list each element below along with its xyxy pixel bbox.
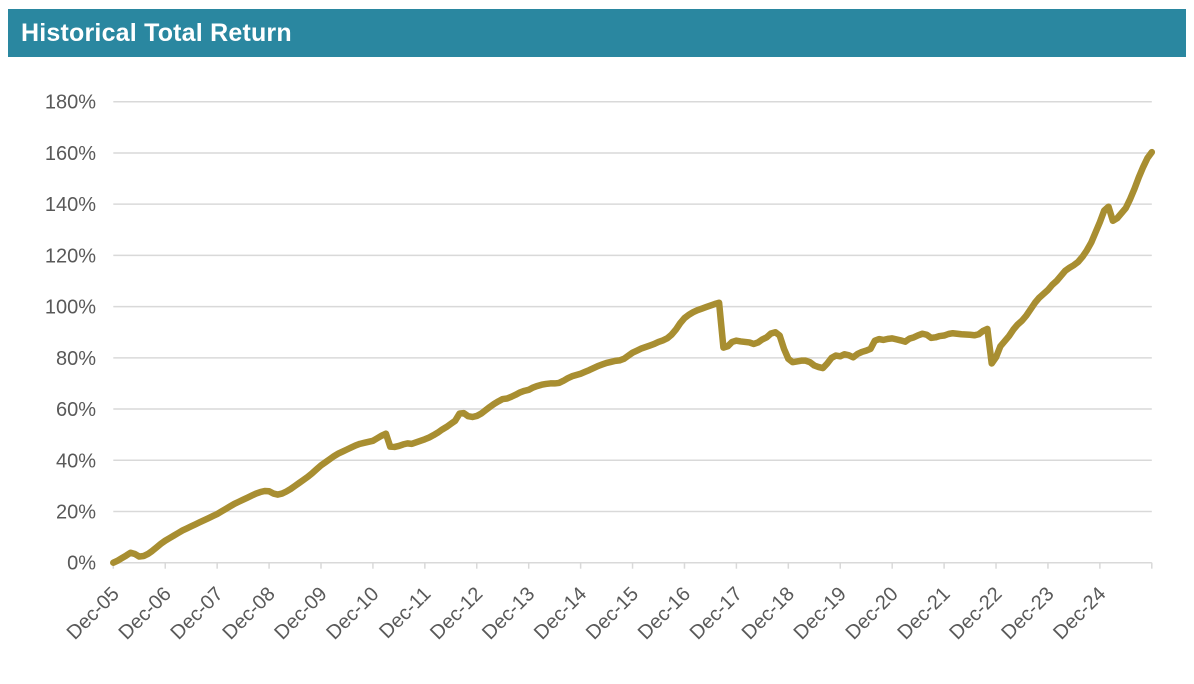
x-axis-label: Dec-10 [322,583,383,644]
x-axis-label: Dec-18 [738,583,799,644]
x-axis-label: Dec-24 [1049,583,1110,644]
y-axis-label: 140% [45,194,96,216]
x-axis-label: Dec-12 [426,583,487,644]
y-axis-labels: 0% 20% 40% 60% 80% 100% 120% 140% 160% 180% [45,92,96,575]
chart-title: Historical Total Return [21,18,292,47]
x-axis-label: Dec-22 [945,583,1006,644]
x-axis-labels: Dec-05Dec-06Dec-07Dec-08Dec-09Dec-10Dec-… [63,583,1111,644]
x-axis-label: Dec-14 [530,583,591,644]
y-axis-label: 60% [56,399,96,421]
y-axis-label: 0% [67,553,96,575]
total-return-line [110,148,1156,566]
x-axis-label: Dec-05 [63,583,124,644]
gridlines [113,100,1152,564]
x-axis-label: Dec-20 [842,583,903,644]
x-axis-label: Dec-07 [167,583,228,644]
y-axis-label: 20% [56,501,96,523]
x-axis-label: Dec-17 [686,583,747,644]
total-return-line-group [110,148,1156,566]
y-axis-label: 180% [45,92,96,114]
x-axis-ticks [112,562,1153,569]
y-axis-label: 160% [45,143,96,165]
x-axis-label: Dec-13 [478,583,539,644]
y-axis-label: 100% [45,297,96,319]
x-axis-label: Dec-23 [997,583,1058,644]
x-axis-label: Dec-19 [790,583,851,644]
x-axis-label: Dec-21 [893,583,954,644]
x-axis-label: Dec-08 [218,583,279,644]
x-axis-label: Dec-15 [582,583,643,644]
x-axis-label: Dec-16 [634,583,695,644]
x-axis-label: Dec-11 [375,583,435,643]
x-axis-label: Dec-09 [270,583,331,644]
y-axis-label: 120% [45,245,96,267]
chart-title-bar: Historical Total Return [8,9,1186,57]
y-axis-label: 40% [56,450,96,472]
x-axis-label: Dec-06 [115,583,176,644]
y-axis-label: 80% [56,348,96,370]
